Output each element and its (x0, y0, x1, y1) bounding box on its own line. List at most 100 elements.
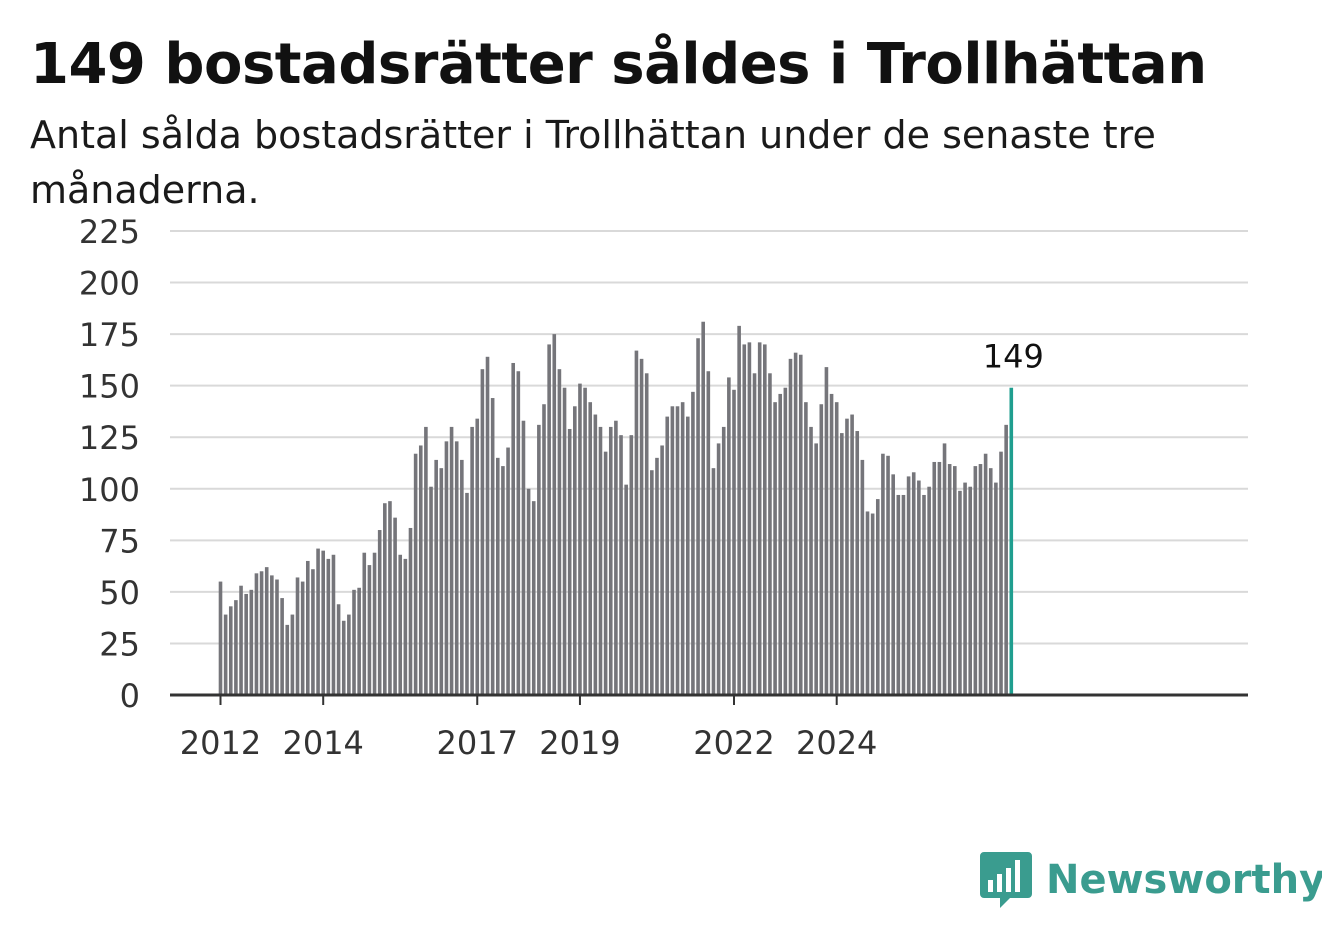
bar (809, 426, 813, 695)
bar (1004, 424, 1008, 695)
bar (947, 464, 952, 695)
bar (978, 464, 983, 695)
bar (403, 558, 408, 695)
chart-subtitle: Antal sålda bostadsrätter i Trollhättan … (30, 113, 1156, 212)
bar (829, 393, 834, 695)
bar (465, 492, 469, 695)
bar (706, 371, 711, 695)
bar (757, 342, 762, 695)
bar (942, 443, 947, 695)
bar (670, 406, 675, 695)
bar (352, 589, 356, 695)
bar (768, 373, 772, 695)
bar (357, 587, 361, 695)
bar (326, 558, 331, 695)
bar (870, 513, 875, 695)
bar (804, 402, 808, 695)
bar (444, 441, 449, 695)
bar (752, 373, 757, 695)
bar (711, 468, 716, 695)
highlight-value-label: 149 (983, 338, 1044, 376)
bar (393, 517, 397, 695)
bar (429, 486, 433, 695)
bar (347, 614, 351, 695)
bar (932, 461, 937, 695)
bar (573, 406, 577, 695)
bar (259, 571, 264, 695)
newsworthy-logo-icon (980, 852, 1032, 908)
bar (999, 451, 1003, 695)
bar (881, 453, 885, 695)
bar (552, 334, 557, 695)
bar (896, 494, 901, 695)
bar (973, 466, 978, 695)
bar (968, 486, 973, 695)
bar (834, 402, 839, 695)
bar (696, 338, 700, 695)
bar (660, 445, 664, 695)
chart-title: 149 bostadsrätter såldes i Trollhättan (30, 32, 1207, 97)
y-tick-label: 0 (120, 677, 140, 715)
bar (845, 418, 849, 695)
bar (988, 468, 993, 695)
bar (737, 325, 741, 695)
bar (305, 560, 310, 695)
bar (927, 486, 931, 695)
bar (506, 447, 510, 695)
bar (223, 614, 228, 695)
bar (562, 387, 567, 695)
newsworthy-logo: Newsworthy (980, 850, 1322, 910)
bar (449, 426, 454, 695)
bar (814, 443, 818, 695)
bar (531, 501, 536, 695)
highlight-bar (1009, 387, 1014, 695)
bar (418, 445, 423, 695)
bar (783, 387, 788, 695)
bar (937, 461, 942, 695)
y-tick-label: 50 (99, 574, 140, 612)
bar (588, 402, 593, 695)
bar (270, 575, 274, 695)
bar (629, 435, 634, 695)
bar (911, 472, 916, 695)
bar (485, 356, 490, 695)
bar (275, 579, 279, 695)
bar (721, 426, 726, 695)
bar (639, 358, 644, 695)
bar (218, 581, 223, 695)
bar (341, 620, 346, 695)
bar (691, 391, 695, 695)
bar (850, 414, 854, 695)
bar (388, 501, 392, 695)
bar (583, 387, 587, 695)
bar (454, 441, 459, 695)
bar (280, 598, 284, 695)
bar (958, 490, 962, 695)
bar (567, 428, 572, 695)
bar (290, 614, 295, 695)
bar (906, 476, 911, 695)
bar (598, 426, 603, 695)
bar (439, 468, 444, 695)
bar (644, 373, 649, 695)
bar (624, 484, 628, 695)
bar (408, 527, 413, 695)
bar (680, 402, 685, 695)
bar (685, 416, 690, 695)
bar (922, 494, 926, 695)
bar (665, 416, 670, 695)
bar (732, 389, 736, 695)
bar (886, 455, 890, 695)
y-tick-label: 100 (79, 471, 140, 509)
bar (316, 548, 320, 695)
bar (475, 418, 480, 695)
y-tick-label: 25 (99, 625, 140, 663)
bar (367, 565, 372, 695)
bar (244, 593, 248, 695)
bar (994, 482, 998, 695)
x-tick-label: 2019 (539, 724, 620, 762)
bar (778, 393, 783, 695)
bar (336, 604, 341, 695)
bar (383, 503, 387, 695)
bar (763, 344, 767, 695)
